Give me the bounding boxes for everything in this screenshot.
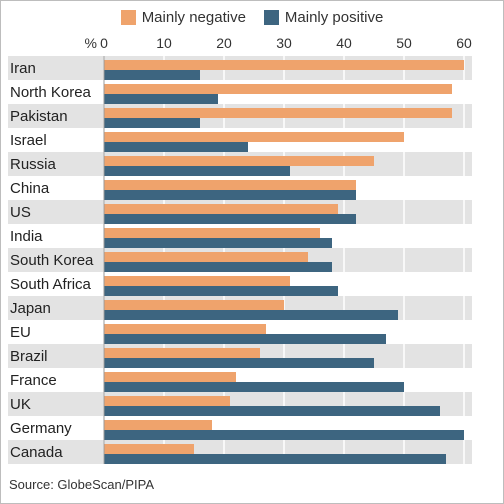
category-label: Iran (10, 60, 36, 77)
bar-mainly-positive (104, 262, 332, 272)
bar-mainly-negative (104, 372, 236, 382)
x-axis-label: % (85, 35, 97, 51)
x-tick-label: 10 (156, 35, 172, 51)
legend-item-negative: Mainly negative (120, 9, 246, 26)
category-label: Japan (10, 300, 51, 317)
bar-mainly-positive (104, 166, 290, 176)
bar-mainly-positive (104, 142, 248, 152)
bar-mainly-negative (104, 204, 338, 214)
bar-mainly-negative (104, 324, 266, 334)
x-tick-label: 0 (100, 35, 108, 51)
category-label: Israel (10, 132, 47, 149)
bar-mainly-positive (104, 430, 464, 440)
bar-mainly-positive (104, 334, 386, 344)
x-tick-label: 50 (396, 35, 412, 51)
source-note: Source: GlobeScan/PIPA (9, 477, 155, 492)
bar-mainly-negative (104, 60, 464, 70)
legend-swatch-negative (120, 10, 136, 25)
category-label: South Africa (10, 276, 92, 293)
legend-label-negative: Mainly negative (141, 9, 246, 26)
bar-mainly-negative (104, 228, 320, 238)
x-tick-label: 60 (456, 35, 472, 51)
legend-label-positive: Mainly positive (284, 9, 384, 26)
legend-swatch-positive (263, 10, 279, 25)
bar-mainly-positive (104, 358, 374, 368)
bar-mainly-negative (104, 156, 374, 166)
bar-mainly-positive (104, 118, 200, 128)
category-label: Russia (10, 156, 57, 173)
bar-mainly-positive (104, 286, 338, 296)
bar-mainly-negative (104, 108, 452, 118)
bar-mainly-negative (104, 252, 308, 262)
bar-mainly-positive (104, 238, 332, 248)
bar-mainly-positive (104, 310, 398, 320)
bar-mainly-negative (104, 276, 290, 286)
x-tick-label: 40 (336, 35, 352, 51)
bar-mainly-negative (104, 396, 230, 406)
bar-mainly-positive (104, 70, 200, 80)
category-label: EU (10, 324, 31, 341)
category-label: South Korea (10, 252, 94, 269)
bar-mainly-negative (104, 348, 260, 358)
bar-mainly-negative (104, 84, 452, 94)
category-label: Germany (10, 420, 72, 437)
bar-mainly-positive (104, 454, 446, 464)
category-label: Pakistan (10, 108, 68, 125)
bar-mainly-positive (104, 214, 356, 224)
legend: Mainly negative Mainly positive (1, 9, 503, 26)
bar-mainly-negative (104, 420, 212, 430)
category-label: India (10, 228, 43, 245)
legend-item-positive: Mainly positive (263, 9, 384, 26)
category-label: China (10, 180, 50, 197)
category-label: France (10, 372, 57, 389)
bar-mainly-positive (104, 382, 404, 392)
bar-mainly-negative (104, 180, 356, 190)
category-label: UK (10, 396, 31, 413)
bar-mainly-negative (104, 132, 404, 142)
bar-mainly-positive (104, 190, 356, 200)
bar-mainly-positive (104, 406, 440, 416)
bar-mainly-negative (104, 444, 194, 454)
x-tick-label: 30 (276, 35, 292, 51)
category-label: North Korea (10, 84, 92, 101)
category-label: Canada (10, 444, 63, 461)
x-tick-label: 20 (216, 35, 232, 51)
bar-mainly-negative (104, 300, 284, 310)
bar-mainly-positive (104, 94, 218, 104)
category-label: Brazil (10, 348, 48, 365)
category-label: US (10, 204, 31, 221)
